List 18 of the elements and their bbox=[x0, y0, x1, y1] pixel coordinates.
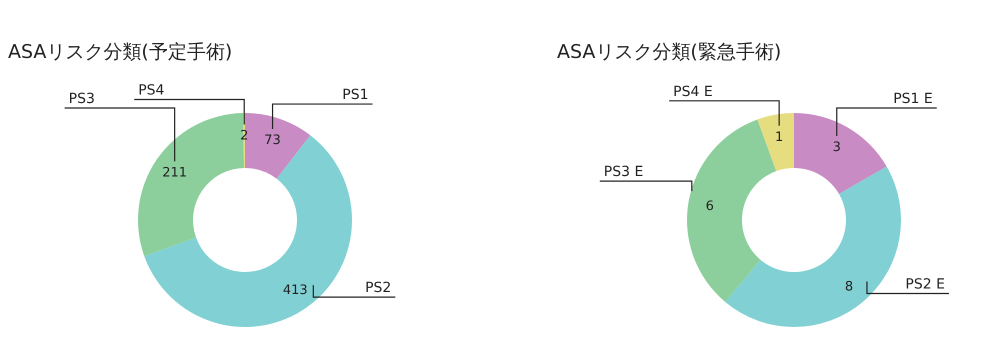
data-label: 8 bbox=[844, 279, 854, 294]
slice-label: PS3 bbox=[68, 91, 95, 107]
slice-label: PS4 E bbox=[673, 84, 713, 100]
slice-label: PS2 E bbox=[905, 276, 945, 292]
slice-label: PS3 E bbox=[604, 164, 644, 180]
data-label: 73 bbox=[264, 133, 281, 148]
chart-title: ASAリスク分類(予定手術) bbox=[8, 41, 232, 63]
chart-title: ASAリスク分類(緊急手術) bbox=[557, 41, 782, 63]
data-label: 413 bbox=[282, 283, 308, 298]
slice-label: PS1 E bbox=[893, 91, 933, 107]
data-label: 6 bbox=[706, 199, 714, 214]
data-label: 211 bbox=[162, 165, 188, 180]
data-label: 3 bbox=[832, 140, 841, 155]
data-label: 2 bbox=[240, 128, 248, 144]
slice-label: PS1 bbox=[342, 87, 369, 104]
slice-label: PS2 bbox=[365, 280, 392, 296]
data-label: 1 bbox=[775, 130, 784, 145]
slice-label: PS4 bbox=[138, 82, 165, 99]
